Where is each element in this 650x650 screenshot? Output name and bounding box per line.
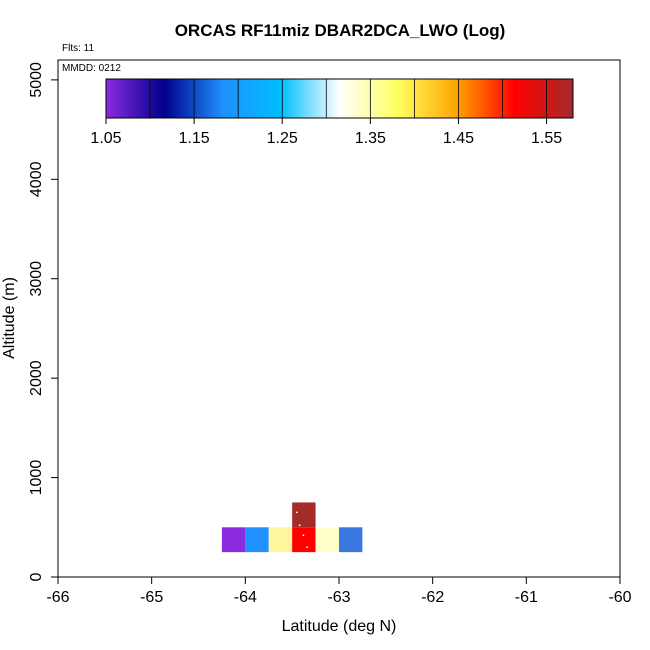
y-tick-label: 2000 <box>28 360 45 396</box>
x-axis: -66 -65 -64 -63 -62 -61 -60 <box>46 577 632 606</box>
colorbar-tick-label: 1.25 <box>267 130 298 147</box>
colorbar-tick-label: 1.05 <box>90 130 121 147</box>
y-axis-label: Altitude (m) <box>1 277 18 359</box>
flights-label: Flts: 11 <box>62 43 94 54</box>
track-point-3 <box>306 546 309 549</box>
data-cell-2 <box>268 527 293 553</box>
data-cell-5 <box>315 527 339 553</box>
y-axis: 0 1000 2000 3000 4000 5000 <box>28 62 58 581</box>
data-cell-3 <box>292 527 316 553</box>
data-cell-0 <box>221 527 246 553</box>
x-axis-label: Latitude (deg N) <box>282 618 397 635</box>
y-tick-label: 0 <box>28 572 45 581</box>
data-cell-6 <box>339 527 363 553</box>
y-tick-label: 4000 <box>28 161 45 197</box>
x-tick-label: -64 <box>234 589 257 606</box>
x-tick-label: -66 <box>46 589 69 606</box>
x-tick-label: -62 <box>421 589 444 606</box>
colorbar-tick-label: 1.15 <box>179 130 210 147</box>
x-tick-label: -61 <box>515 589 538 606</box>
colorbar <box>105 78 574 119</box>
data-cells <box>221 502 363 553</box>
chart-title: ORCAS RF11miz DBAR2DCA_LWO (Log) <box>175 21 506 40</box>
x-tick-label: -60 <box>608 589 631 606</box>
colorbar-tick-label: 1.55 <box>531 130 562 147</box>
y-tick-label: 3000 <box>28 261 45 297</box>
colorbar-tick-label: 1.35 <box>355 130 386 147</box>
track-point-1 <box>298 524 301 527</box>
colorbar-ticks: 1.05 1.15 1.25 1.35 1.45 1.55 <box>90 79 562 147</box>
colorbar-tick-label: 1.45 <box>443 130 474 147</box>
flight-track <box>295 511 309 549</box>
date-label: MMDD: 0212 <box>62 63 121 74</box>
data-cell-1 <box>245 527 269 553</box>
data-cell-4 <box>292 502 316 528</box>
y-tick-label: 5000 <box>28 62 45 98</box>
x-tick-label: -65 <box>140 589 163 606</box>
track-point-0 <box>295 511 298 514</box>
x-tick-label: -63 <box>327 589 350 606</box>
track-point-2 <box>302 534 305 537</box>
y-tick-label: 1000 <box>28 460 45 496</box>
